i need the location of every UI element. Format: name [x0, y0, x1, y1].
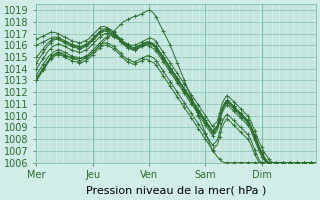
X-axis label: Pression niveau de la mer( hPa ): Pression niveau de la mer( hPa ): [86, 186, 266, 196]
